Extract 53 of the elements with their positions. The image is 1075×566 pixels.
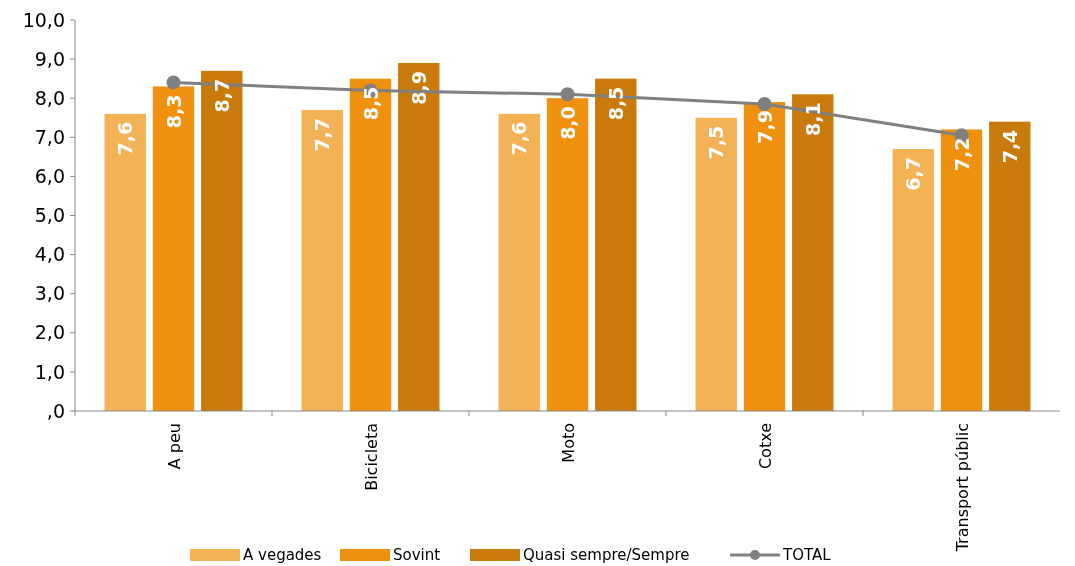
x-tick-label: Transport públic	[952, 423, 972, 553]
y-tick-label: 8,0	[34, 86, 65, 109]
data-label: 8,0	[556, 106, 579, 140]
bar	[398, 63, 440, 411]
data-label: 7,6	[508, 121, 531, 156]
bar	[743, 102, 786, 411]
x-tick-label: A peu	[164, 423, 184, 470]
bar	[989, 121, 1031, 411]
y-tick-label: 1,0	[34, 360, 65, 383]
bar	[104, 113, 146, 411]
bar	[546, 98, 589, 411]
y-tick-label: 3,0	[34, 282, 65, 305]
x-tick-label: Bicicleta	[361, 423, 381, 491]
data-label: 7,7	[311, 117, 334, 152]
point	[166, 75, 181, 90]
legend-label: Quasi sempre/Sempre	[523, 546, 690, 565]
legend-label: Sovint	[393, 546, 441, 565]
bar	[695, 117, 737, 411]
bar	[792, 94, 834, 411]
y-tick-label: 6,0	[34, 165, 65, 188]
point	[560, 87, 575, 102]
data-label: 6,7	[902, 157, 925, 191]
bar	[595, 78, 637, 411]
y-tick-label: 2,0	[34, 321, 65, 344]
data-label: 8,3	[162, 94, 185, 129]
bar	[301, 109, 343, 411]
bar	[152, 86, 195, 411]
legend-label: A vegades	[243, 546, 322, 565]
x-tick-label: Moto	[558, 423, 578, 463]
data-label: 8,9	[407, 71, 430, 105]
bar	[498, 113, 540, 411]
data-label: 7,4	[998, 129, 1021, 164]
y-tick-label: 9,0	[34, 47, 65, 70]
y-tick-label: 4,0	[34, 243, 65, 266]
bar	[892, 149, 934, 411]
bar	[349, 78, 392, 411]
data-label: 8,1	[801, 102, 824, 136]
x-tick-label: Cotxe	[755, 423, 775, 470]
data-label: 7,2	[950, 137, 973, 172]
data-label: 8,5	[359, 86, 382, 121]
bar	[201, 70, 243, 411]
data-label: 8,5	[604, 86, 627, 121]
data-label: 7,6	[114, 121, 137, 156]
y-tick-label: 5,0	[34, 204, 65, 227]
data-label: 7,5	[705, 125, 728, 160]
point	[757, 97, 772, 112]
y-tick-label: ,0	[46, 399, 65, 422]
y-tick-label: 10,0	[22, 8, 65, 31]
data-label: 7,9	[753, 110, 776, 144]
bar	[940, 129, 983, 411]
y-tick-label: 7,0	[34, 125, 65, 148]
data-label: 8,7	[210, 78, 233, 113]
legend-label: TOTAL	[782, 546, 832, 565]
